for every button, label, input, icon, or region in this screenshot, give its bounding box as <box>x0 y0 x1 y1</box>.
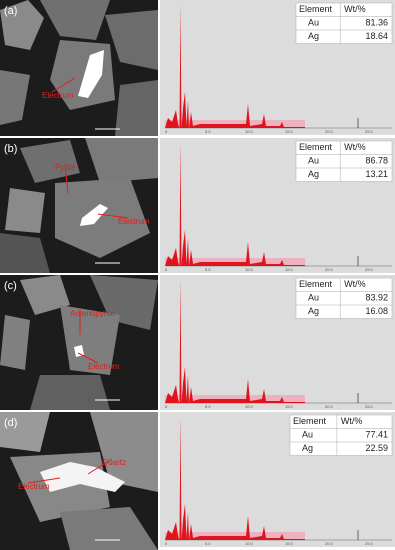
table-bg <box>295 2 393 44</box>
table-cell: Ag <box>302 443 313 453</box>
table-cell: Au <box>308 18 319 28</box>
arrow <box>51 77 76 93</box>
table-bg <box>295 277 393 319</box>
arrow <box>87 458 113 475</box>
annotation: Electrum <box>118 217 150 226</box>
table-cell: Ag <box>308 169 319 179</box>
panel-label: (a) <box>4 5 17 17</box>
table-header: Wt/% <box>344 142 366 152</box>
table-cell: Au <box>308 293 319 303</box>
table-cell: 77.41 <box>365 430 388 440</box>
panel: (a) Electrum Element Wt/% Au 81.36 Ag 18.64 <box>0 0 395 136</box>
table-cell: 13.21 <box>365 169 388 179</box>
annotation: Pyrite <box>55 163 76 172</box>
annotation: Quartz <box>102 458 126 467</box>
table-bg <box>289 414 393 456</box>
table-cell: 18.64 <box>365 31 388 41</box>
panel-label: (c) <box>4 280 17 292</box>
table-cell: 86.78 <box>365 156 388 166</box>
annotation: Electrum <box>88 362 120 371</box>
panel: (c) Arsenopyrite Electrum Element Wt/% Au 83.9… <box>0 274 395 411</box>
table-cell: 22.59 <box>365 443 388 453</box>
table-bg <box>295 140 393 182</box>
table-cell: Au <box>302 430 313 440</box>
table-cell: Ag <box>308 306 319 316</box>
table-header: Element <box>299 142 333 152</box>
annotation: Arsenopyrite <box>70 309 115 318</box>
table-cell: 81.36 <box>365 18 388 28</box>
table-header: Element <box>293 416 327 426</box>
table-cell: Au <box>308 156 319 166</box>
table-cell: 83.92 <box>365 293 388 303</box>
arrow <box>77 352 99 364</box>
table-header: Wt/% <box>344 4 366 14</box>
table-header: Element <box>299 279 333 289</box>
panel: (b) Pyrite Electrum Element Wt/% Au 86.78 Ag 13.… <box>0 137 395 274</box>
arrow <box>27 477 61 484</box>
table-header: Wt/% <box>344 279 366 289</box>
table-header: Element <box>299 4 333 14</box>
arrow <box>64 163 69 194</box>
annotation: Electrum <box>18 482 50 491</box>
table-header: Wt/% <box>341 416 363 426</box>
panel-label: (b) <box>4 143 17 155</box>
panel-label: (d) <box>4 417 17 429</box>
table-cell: 16.08 <box>365 306 388 316</box>
arrow <box>97 213 129 219</box>
annotation: Electrum <box>42 91 74 100</box>
table-cell: Ag <box>308 31 319 41</box>
panel: (d) Quartz Electrum Element Wt/% Au 77.41 Ag 22.… <box>0 411 395 550</box>
